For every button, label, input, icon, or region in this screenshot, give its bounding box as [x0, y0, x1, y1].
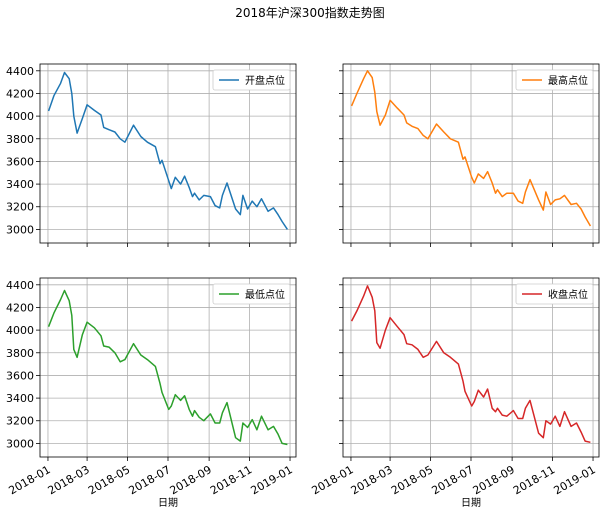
- x-tick-label: 2018-05: [86, 463, 132, 497]
- series-line-4: [350, 285, 591, 444]
- legend: 最高点位: [515, 69, 594, 91]
- x-tick-label: 2018-03: [46, 463, 92, 497]
- y-tick-label: 3000: [6, 223, 34, 236]
- y-tick-label: 3000: [6, 437, 34, 450]
- x-tick-label: 2018-07: [126, 463, 172, 497]
- series-line-3: [47, 289, 288, 446]
- y-tick-label: 3800: [6, 347, 34, 360]
- subplot-3: 300032003400360038004000420044002018-012…: [6, 277, 297, 497]
- subplot-4: 2018-012018-032018-052018-072018-092018-…: [309, 277, 600, 497]
- x-tick-label: 2018-01: [309, 463, 355, 497]
- x-tick-label: 2019-01: [249, 463, 295, 497]
- x-axis-label-left: 日期: [158, 497, 178, 509]
- x-tick-label: 2018-11: [208, 463, 254, 497]
- legend: 最低点位: [212, 283, 291, 305]
- x-tick-label: 2019-01: [552, 463, 598, 497]
- subplot-2: 最高点位: [339, 63, 600, 247]
- subplots: 3000 3200 3400 3600 3800 4000 4200 4400 开盘点位 最高点位…: [6, 63, 600, 497]
- x-tick-label: 2018-07: [429, 463, 475, 497]
- legend-label: 最低点位: [245, 288, 285, 301]
- legend-label: 收盘点位: [548, 288, 588, 301]
- x-tick-label: 2018-01: [6, 463, 52, 497]
- legend-box: [212, 283, 291, 305]
- y-tick-label: 4200: [6, 87, 34, 100]
- y-tick-label: 3200: [6, 415, 34, 428]
- y-tick-label: 3600: [6, 369, 34, 382]
- y-tick-label: 4200: [6, 301, 34, 314]
- x-axis-label-right: 日期: [461, 497, 481, 509]
- legend-box: [212, 69, 291, 91]
- legend-label: 最高点位: [548, 74, 588, 87]
- legend: 收盘点位: [515, 283, 594, 305]
- y-tick-label: 3200: [6, 201, 34, 214]
- legend: 开盘点位: [212, 69, 291, 91]
- y-tick-label: 4000: [6, 324, 34, 337]
- x-tick-label: 2018-11: [511, 463, 557, 497]
- y-tick-label: 3400: [6, 178, 34, 191]
- legend-box: [515, 283, 594, 305]
- x-tick-label: 2018-09: [168, 463, 214, 497]
- legend-box: [515, 69, 594, 91]
- y-tick-label: 3400: [6, 392, 34, 405]
- y-tick-label: 4400: [6, 65, 34, 78]
- x-tick-label: 2018-09: [471, 463, 517, 497]
- y-tick-label: 4000: [6, 110, 34, 123]
- y-tick-label: 3800: [6, 133, 34, 146]
- y-tick-label: 3600: [6, 155, 34, 168]
- x-tick-label: 2018-03: [349, 463, 395, 497]
- series-line-2: [350, 70, 592, 227]
- y-tick-label: 4400: [6, 279, 34, 292]
- x-tick-label: 2018-05: [389, 463, 435, 497]
- legend-label: 开盘点位: [245, 74, 285, 87]
- figure-title: 2018年沪深300指数走势图: [235, 5, 384, 20]
- subplot-1: 3000 3200 3400 3600 3800 4000 4200 4400 开盘点位: [6, 63, 297, 247]
- series-line-1: [47, 71, 289, 230]
